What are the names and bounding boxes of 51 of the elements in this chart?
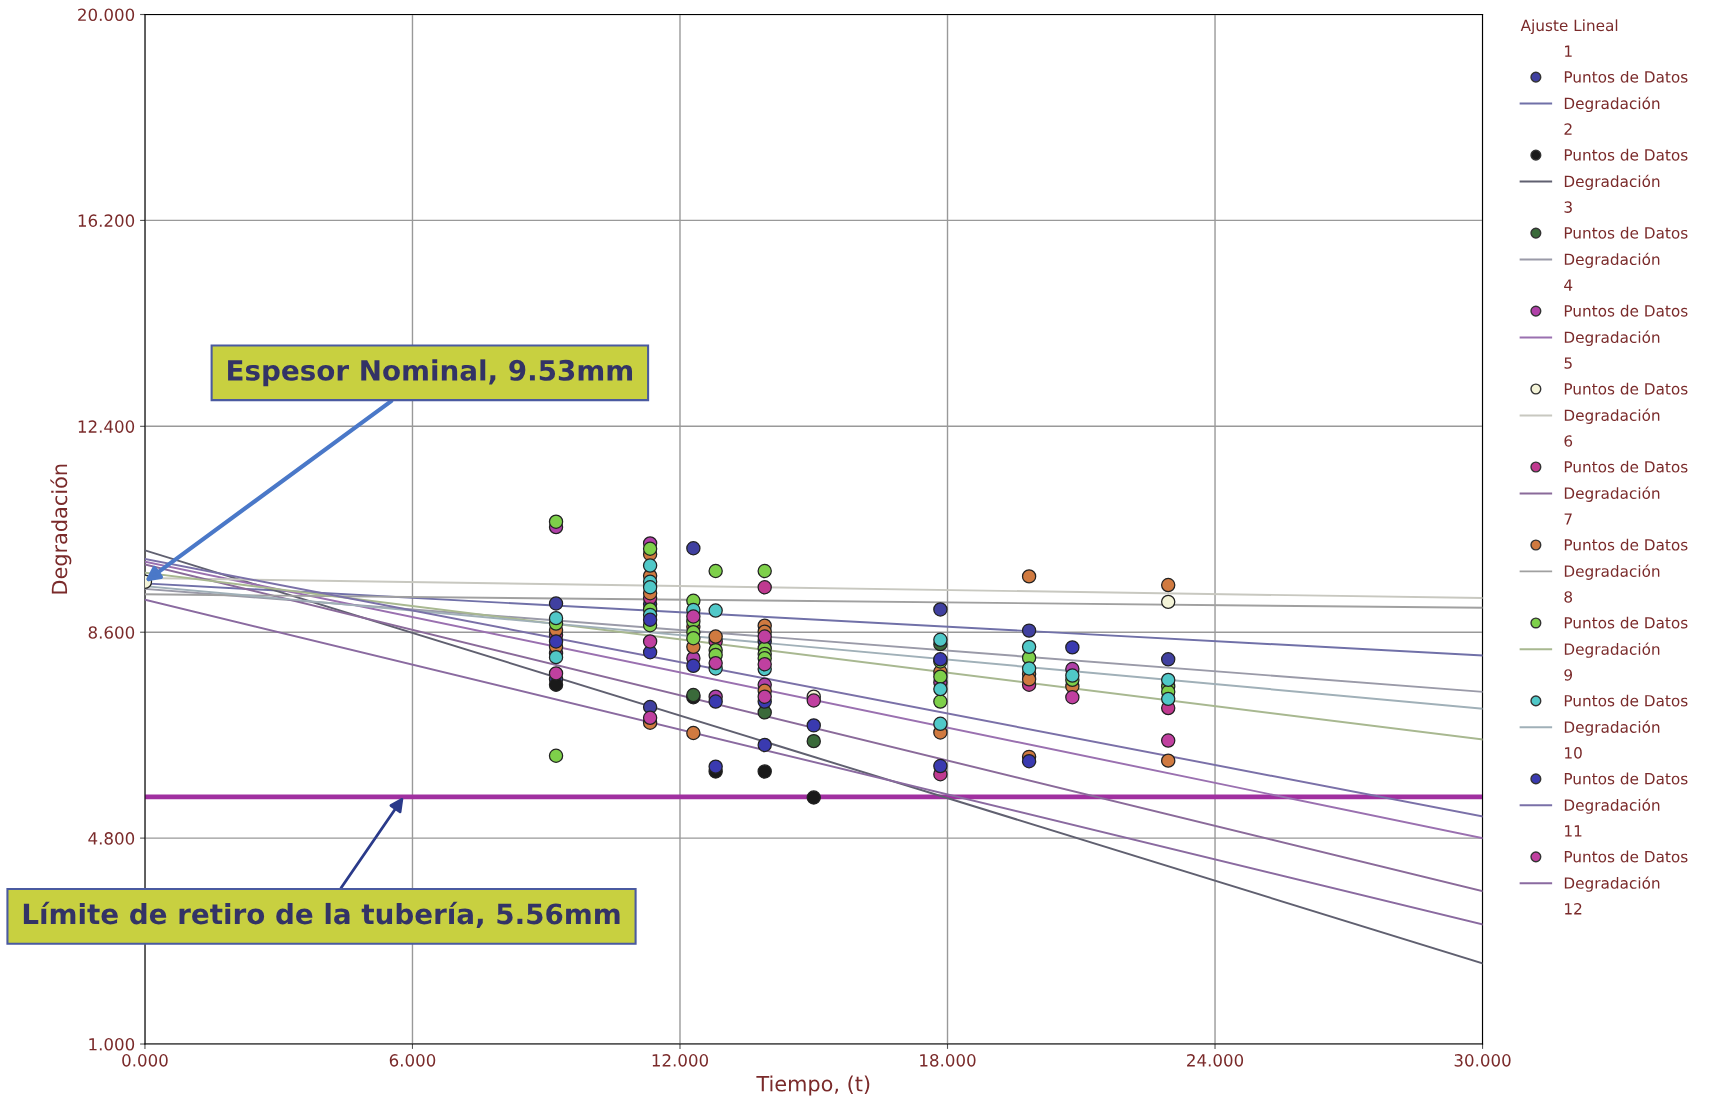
legend-label: Puntos de Datos	[1564, 148, 1688, 161]
x-tick-label: 18.000	[920, 1054, 976, 1067]
x-tick-label: 24.000	[1187, 1054, 1244, 1067]
text: 5	[1564, 357, 1572, 369]
legend-label: Puntos de Datos	[1564, 694, 1688, 707]
y-tick-label: 20.000	[78, 8, 135, 22]
text: 7	[1564, 513, 1572, 525]
x-tick-label: 12.000	[652, 1054, 709, 1067]
y-axis-title: Degradación	[50, 464, 72, 594]
legend-label: Puntos de Datos	[1564, 850, 1688, 863]
legend-label: Puntos de Datos	[1564, 304, 1688, 317]
legend-label: Puntos de Datos	[1564, 382, 1688, 395]
y-tick-label: 16.200	[78, 214, 135, 227]
legend-label: Degradación	[1564, 642, 1660, 658]
x-tick-label: 30.000	[1454, 1054, 1511, 1067]
legend-title: Ajuste Lineal	[1520, 19, 1618, 35]
y-tick-label: 4.800	[88, 832, 135, 845]
y-tick-label: 1.000	[89, 1037, 135, 1051]
legend-label: Degradación	[1564, 486, 1660, 502]
legend-label: Puntos de Datos	[1564, 772, 1688, 785]
text: 6	[1564, 435, 1573, 447]
legend-label: Puntos de Datos	[1564, 460, 1688, 473]
text: 3	[1564, 201, 1572, 213]
legend-label: Degradación	[1564, 330, 1660, 346]
text: 11	[1565, 825, 1582, 837]
legend-label: Degradación	[1564, 252, 1660, 269]
text: 2	[1564, 123, 1572, 135]
annotation: Límite de retiro de la tubería, 5.56mm	[23, 901, 620, 928]
text: 1	[1565, 45, 1572, 57]
x-tick-label: 0.000	[122, 1054, 168, 1067]
legend-label: Degradación	[1564, 408, 1660, 424]
y-tick-label: 8.600	[88, 626, 135, 639]
legend-label: Puntos de Datos	[1564, 70, 1688, 83]
legend-label: Degradación	[1564, 720, 1660, 736]
text: 10	[1565, 747, 1582, 759]
y-tick-label: 12.400	[78, 420, 135, 433]
legend-label: Degradación	[1564, 876, 1660, 892]
text: 12	[1565, 903, 1582, 915]
legend-label: Degradación	[1564, 96, 1660, 113]
legend-label: Degradación	[1564, 564, 1660, 580]
legend-label: Puntos de Datos	[1564, 538, 1688, 551]
x-tick-label: 6.000	[389, 1054, 436, 1067]
legend-label: Puntos de Datos	[1564, 616, 1688, 629]
legend-label: Degradación	[1564, 174, 1660, 191]
text: 4	[1564, 279, 1573, 291]
annotation: Espesor Nominal, 9.53mm	[228, 359, 633, 387]
text: 8	[1564, 591, 1573, 603]
legend-label: Degradación	[1564, 798, 1660, 814]
text: 9	[1564, 669, 1573, 681]
x-axis-title: Tiempo, (t)	[756, 1075, 870, 1096]
legend-label: Puntos de Datos	[1564, 226, 1688, 239]
